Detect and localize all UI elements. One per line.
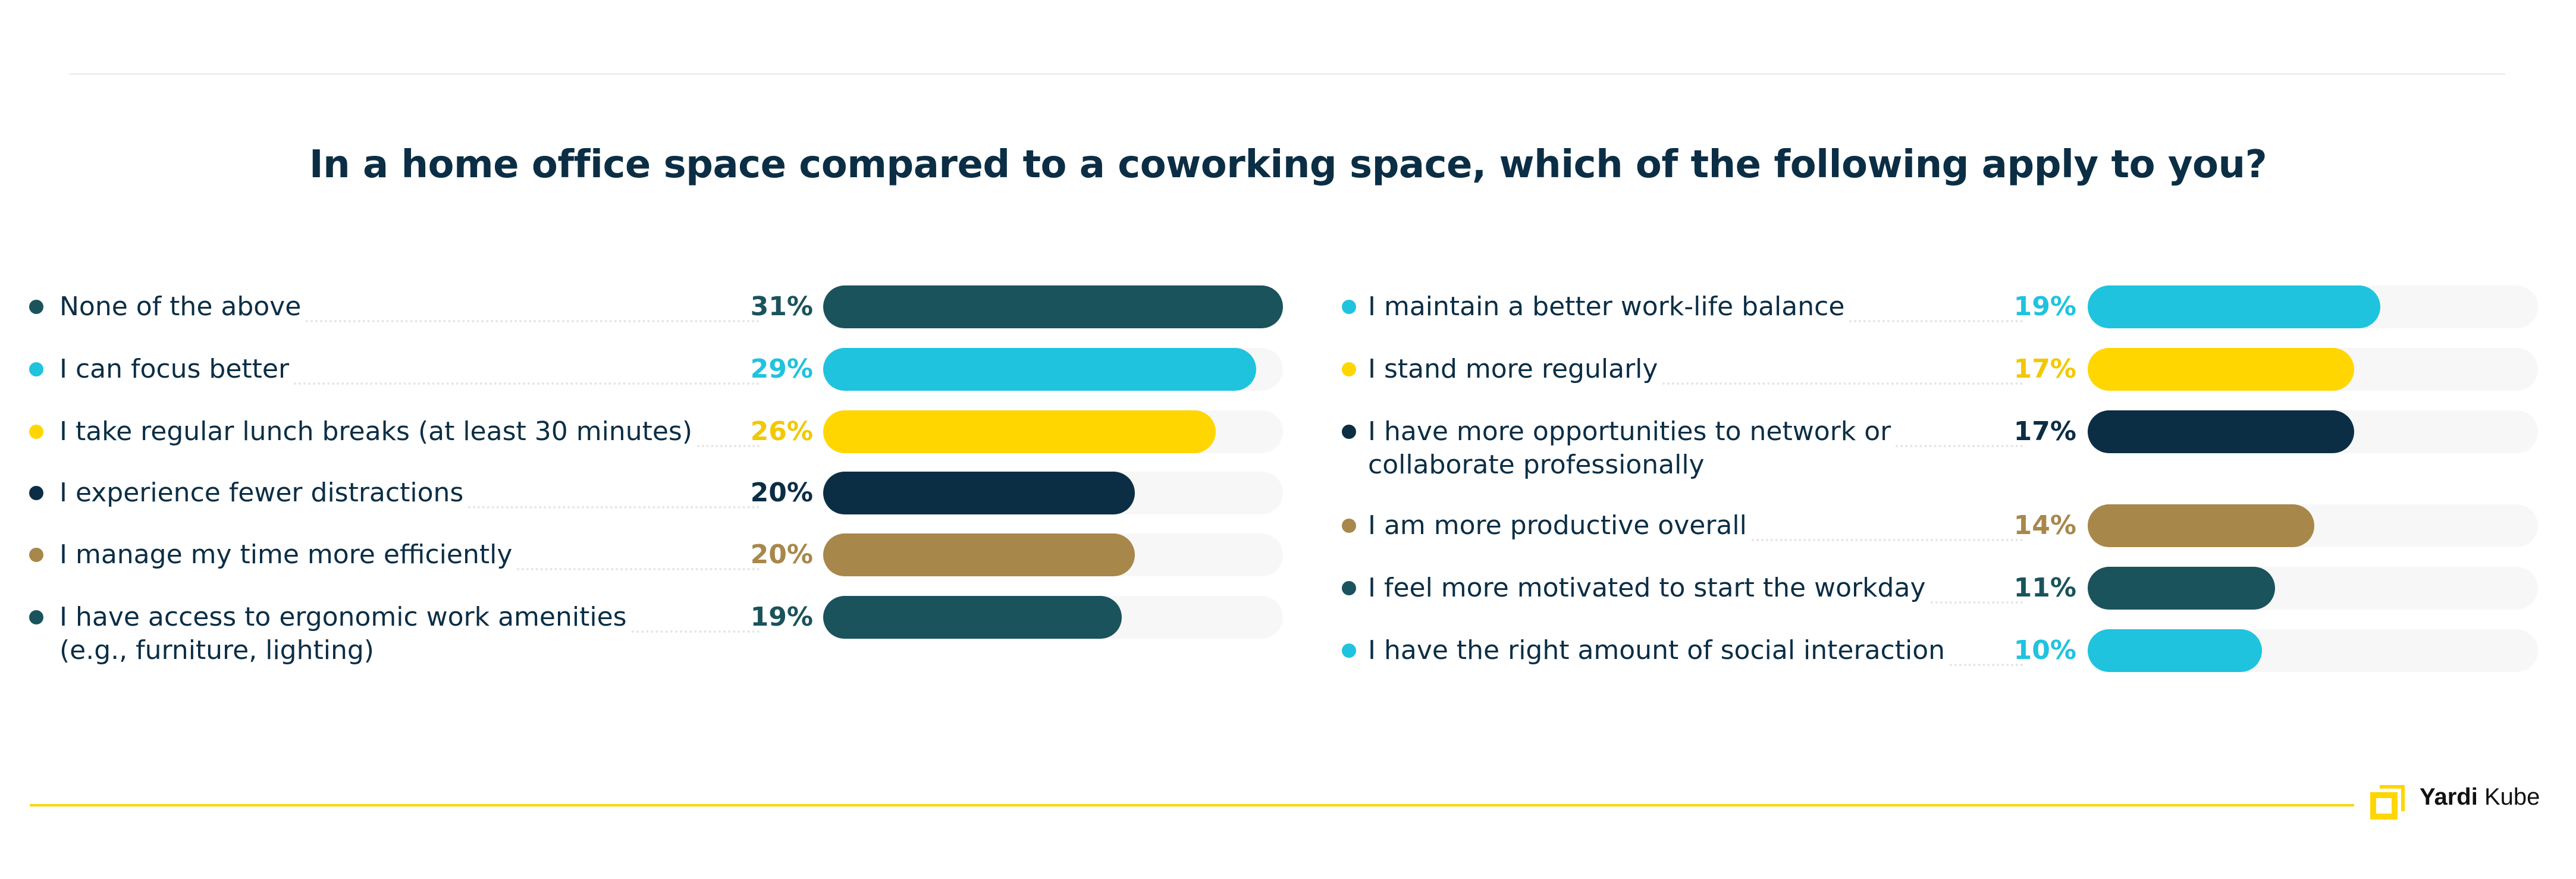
bar-label-line: (e.g., furniture, lighting)	[59, 635, 374, 665]
bar-label: None of the above	[59, 290, 301, 324]
bar	[2088, 567, 2276, 610]
bar-label-line: I have more opportunities to network or	[1368, 416, 1891, 447]
bar-label-line: I maintain a better work-life balance	[1368, 291, 1845, 322]
bar-label: I stand more regularly	[1368, 353, 1658, 386]
bar	[2088, 348, 2354, 391]
leader-line	[1751, 539, 2023, 541]
bullet-dot-icon	[1342, 425, 1356, 439]
bar-label-line: I take regular lunch breaks (at least 30…	[59, 416, 692, 447]
bar	[823, 596, 1122, 639]
bar-label-line: None of the above	[59, 291, 302, 322]
bar	[823, 285, 1283, 328]
bar-row: I manage my time more efficiently 20%	[0, 533, 2576, 576]
bar-row: I maintain a better work-life balance 19%	[0, 285, 2576, 328]
bullet-dot-icon	[1342, 519, 1356, 533]
bar-row: I have access to ergonomic work amenitie…	[0, 596, 2576, 665]
bar-label-line: I feel more motivated to start the workd…	[1368, 573, 1926, 603]
bar-label-line: I have the right amount of social intera…	[1368, 635, 1946, 665]
bar-label: I can focus better	[59, 353, 289, 386]
bar	[2088, 285, 2380, 328]
bar-value-label: 11%	[2013, 573, 2076, 603]
bar-label-line: I stand more regularly	[1368, 354, 1658, 384]
bar-row: I take regular lunch breaks (at least 30…	[0, 410, 2576, 453]
bar-row: I stand more regularly 17%	[0, 348, 2576, 391]
leader-line	[1662, 382, 2023, 385]
bullet-dot-icon	[1342, 362, 1356, 376]
bar-row: None of the above 31%	[0, 285, 2576, 328]
bar-label-line: I have access to ergonomic work amenitie…	[59, 602, 627, 632]
bar-value-label: 29%	[750, 354, 813, 384]
leader-line	[294, 382, 760, 385]
bar-label: I maintain a better work-life balance	[1368, 290, 1844, 324]
bar-value-label: 17%	[2013, 416, 2076, 447]
leader-line	[1849, 320, 2023, 322]
bar-row: I can focus better 29%	[0, 348, 2576, 391]
bar-value-label: 10%	[2013, 635, 2076, 665]
bar	[823, 472, 1135, 514]
bar-value-label: 20%	[750, 478, 813, 508]
leader-line	[306, 320, 760, 322]
bar-value-label: 19%	[750, 602, 813, 632]
bar-label: I manage my time more efficiently	[59, 538, 512, 572]
bar-value-label: 14%	[2013, 510, 2076, 541]
yardi-logo-icon	[2370, 785, 2405, 820]
bar-row: I experience fewer distractions 20%	[0, 472, 2576, 514]
leader-line	[1950, 664, 2023, 666]
bar-label-line: collaborate professionally	[1368, 450, 1705, 480]
bar-label: I have the right amount of social intera…	[1368, 634, 1945, 667]
bullet-dot-icon	[29, 362, 43, 376]
bar-label: I experience fewer distractions	[59, 476, 463, 510]
bar-row: I have more opportunities to network or c…	[0, 410, 2576, 480]
leader-line	[517, 568, 760, 570]
bar-value-label: 20%	[750, 539, 813, 570]
bar-value-label: 19%	[2013, 291, 2076, 322]
bar-row: I am more productive overall 14%	[0, 504, 2576, 547]
top-divider	[69, 73, 2505, 75]
leader-line	[631, 630, 760, 633]
bottom-divider	[30, 804, 2354, 806]
bar-label-line: I am more productive overall	[1368, 510, 1747, 541]
bar-label: I take regular lunch breaks (at least 30…	[59, 415, 692, 448]
bar-value-label: 31%	[750, 291, 813, 322]
bullet-dot-icon	[29, 548, 43, 562]
bar	[823, 533, 1135, 576]
leader-line	[468, 506, 760, 508]
bar-row: I have the right amount of social intera…	[0, 629, 2576, 672]
bullet-dot-icon	[29, 300, 43, 314]
bar	[2088, 410, 2354, 453]
bullet-dot-icon	[1342, 643, 1356, 658]
bar-label-line: I experience fewer distractions	[59, 478, 464, 508]
bar-label: I have access to ergonomic work amenitie…	[59, 601, 627, 667]
bar	[2088, 629, 2262, 672]
brand-wordmark: Yardi Kube	[2420, 784, 2540, 810]
bar-label-line: I manage my time more efficiently	[59, 539, 513, 570]
bar-value-label: 17%	[2013, 354, 2076, 384]
chart-title: In a home office space compared to a cow…	[309, 143, 2267, 187]
bar-row: I feel more motivated to start the workd…	[0, 567, 2576, 610]
bullet-dot-icon	[1342, 300, 1356, 314]
bar-label: I feel more motivated to start the workd…	[1368, 572, 1926, 605]
bar	[823, 410, 1216, 453]
bar	[2088, 504, 2315, 547]
leader-line	[1896, 445, 2023, 447]
bar-label: I am more productive overall	[1368, 509, 1747, 542]
leader-line	[1930, 601, 2023, 604]
bullet-dot-icon	[29, 610, 43, 624]
bullet-dot-icon	[1342, 581, 1356, 595]
bullet-dot-icon	[29, 486, 43, 500]
bar-label: I have more opportunities to network or c…	[1368, 415, 1891, 482]
leader-line	[697, 445, 760, 447]
bar-value-label: 26%	[750, 416, 813, 447]
bar	[823, 348, 1256, 391]
bullet-dot-icon	[29, 425, 43, 439]
bar-label-line: I can focus better	[59, 354, 290, 384]
